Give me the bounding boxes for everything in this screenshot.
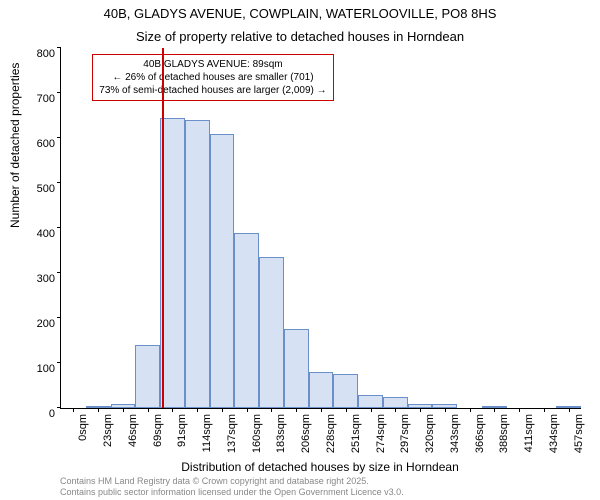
histogram-bar [210, 134, 235, 409]
x-tick-label: 183sqm [275, 414, 287, 453]
x-tick-label: 457sqm [573, 414, 585, 453]
y-tick-label: 100 [37, 363, 61, 375]
annotation-line-2: ← 26% of detached houses are smaller (70… [99, 71, 326, 84]
x-tick-label: 91sqm [176, 414, 188, 447]
chart-container: 40B, GLADYS AVENUE, COWPLAIN, WATERLOOVI… [0, 0, 600, 500]
histogram-bar [135, 345, 160, 408]
footer-line-2: Contains public sector information licen… [60, 487, 404, 498]
y-axis-label: Number of detached properties [8, 63, 22, 228]
x-tick-mark [98, 408, 99, 412]
y-tick-mark [57, 272, 61, 273]
y-tick-label: 400 [37, 228, 61, 240]
y-tick-label: 600 [37, 138, 61, 150]
histogram-bar [358, 395, 383, 409]
x-tick-mark [544, 408, 545, 412]
y-tick-label: 500 [37, 183, 61, 195]
x-tick-mark [470, 408, 471, 412]
x-tick-mark [569, 408, 570, 412]
plot-area: 40B GLADYS AVENUE: 89sqm ← 26% of detach… [60, 48, 581, 409]
y-tick-label: 200 [37, 318, 61, 330]
x-tick-mark [148, 408, 149, 412]
y-tick-mark [57, 317, 61, 318]
x-tick-mark [445, 408, 446, 412]
histogram-bar [383, 397, 408, 408]
chart-title-2: Size of property relative to detached ho… [0, 23, 600, 46]
y-tick-label: 700 [37, 93, 61, 105]
histogram-bar [333, 374, 358, 408]
marker-line [162, 48, 164, 408]
x-tick-label: 206sqm [300, 414, 312, 453]
x-tick-label: 366sqm [474, 414, 486, 453]
x-tick-mark [395, 408, 396, 412]
x-tick-label: 0sqm [77, 414, 89, 441]
y-tick-label: 800 [37, 48, 61, 60]
y-tick-mark [57, 227, 61, 228]
x-tick-mark [172, 408, 173, 412]
histogram-bar [309, 372, 334, 408]
x-tick-label: 388sqm [498, 414, 510, 453]
histogram-bar [234, 233, 259, 409]
y-tick-label: 0 [49, 408, 61, 420]
x-tick-mark [222, 408, 223, 412]
annotation-line-1: 40B GLADYS AVENUE: 89sqm [99, 58, 326, 71]
x-tick-label: 320sqm [424, 414, 436, 453]
x-tick-label: 297sqm [399, 414, 411, 453]
x-tick-mark [371, 408, 372, 412]
y-tick-mark [57, 407, 61, 408]
x-tick-label: 343sqm [449, 414, 461, 453]
x-tick-label: 411sqm [523, 414, 535, 452]
x-tick-label: 69sqm [152, 414, 164, 447]
x-tick-label: 228sqm [325, 414, 337, 453]
x-tick-mark [346, 408, 347, 412]
y-tick-mark [57, 362, 61, 363]
annotation-line-3: 73% of semi-detached houses are larger (… [99, 84, 326, 97]
histogram-bar [185, 120, 210, 408]
annotation-box: 40B GLADYS AVENUE: 89sqm ← 26% of detach… [92, 54, 333, 101]
histogram-bar [259, 257, 284, 408]
x-tick-mark [247, 408, 248, 412]
y-tick-mark [57, 182, 61, 183]
y-tick-mark [57, 137, 61, 138]
x-tick-mark [321, 408, 322, 412]
x-axis-label: Distribution of detached houses by size … [60, 460, 580, 474]
x-tick-mark [420, 408, 421, 412]
x-tick-mark [494, 408, 495, 412]
footer-attribution: Contains HM Land Registry data © Crown c… [60, 476, 404, 498]
x-tick-mark [519, 408, 520, 412]
histogram-bar [284, 329, 309, 408]
x-tick-mark [73, 408, 74, 412]
x-tick-label: 251sqm [350, 414, 362, 453]
x-tick-label: 137sqm [226, 414, 238, 453]
x-tick-label: 46sqm [127, 414, 139, 447]
x-tick-mark [271, 408, 272, 412]
y-tick-mark [57, 47, 61, 48]
x-tick-label: 114sqm [201, 414, 213, 452]
x-tick-label: 274sqm [375, 414, 387, 453]
x-tick-mark [123, 408, 124, 412]
y-tick-label: 300 [37, 273, 61, 285]
chart-title-1: 40B, GLADYS AVENUE, COWPLAIN, WATERLOOVI… [0, 0, 600, 23]
x-tick-mark [197, 408, 198, 412]
y-tick-mark [57, 92, 61, 93]
x-tick-mark [296, 408, 297, 412]
footer-line-1: Contains HM Land Registry data © Crown c… [60, 476, 404, 487]
x-tick-label: 23sqm [102, 414, 114, 447]
x-tick-label: 434sqm [548, 414, 560, 453]
x-tick-label: 160sqm [251, 414, 263, 453]
